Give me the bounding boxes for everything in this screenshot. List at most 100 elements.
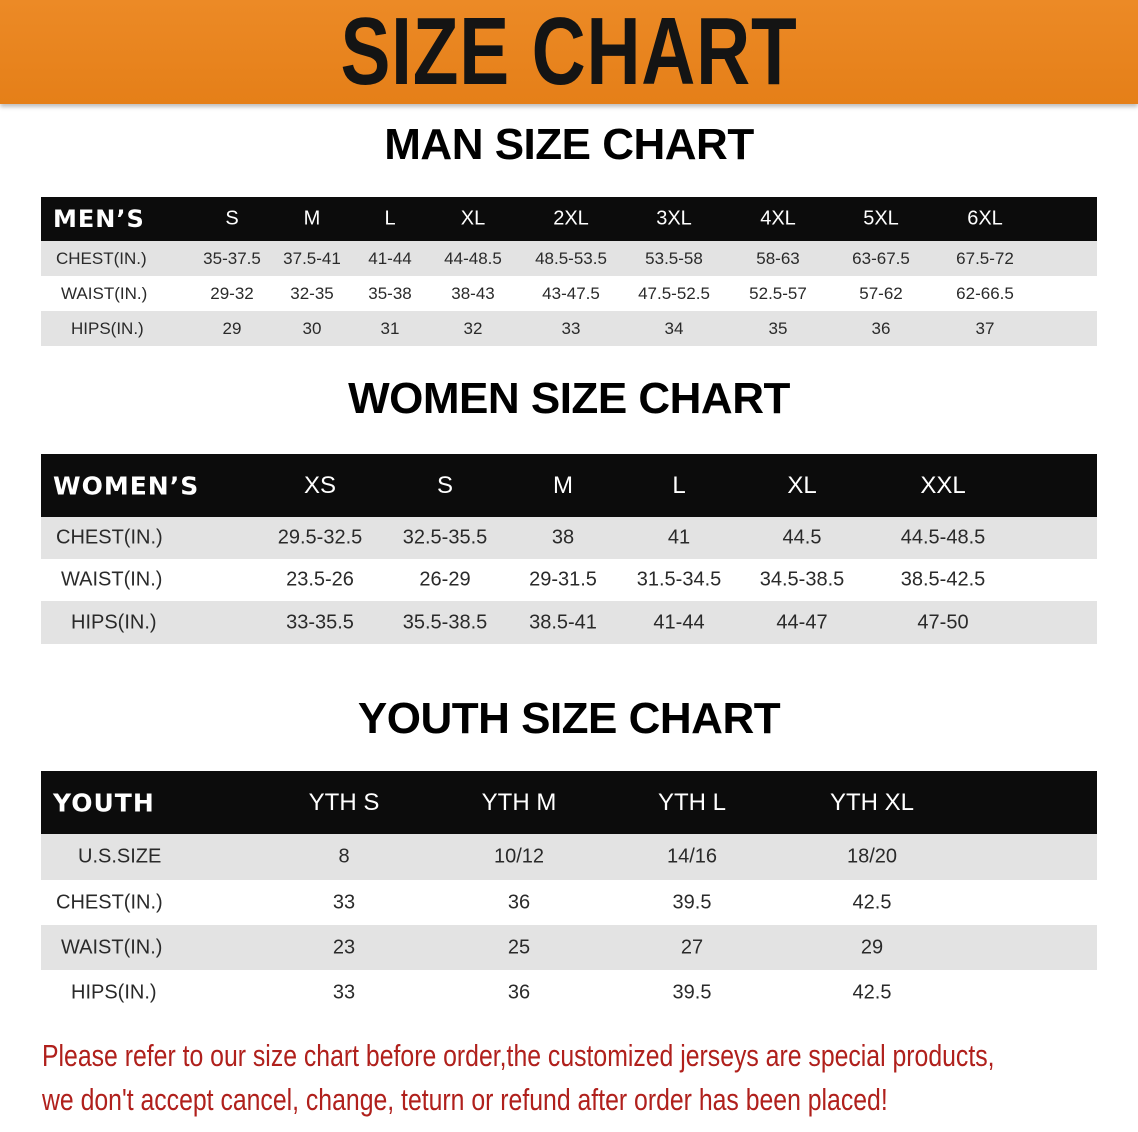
table-cell: 33 — [561, 318, 581, 338]
table-header: YOUTH YTH S YTH M YTH L YTH XL — [41, 771, 1097, 834]
size-header: S — [225, 207, 239, 230]
size-header: XL — [787, 471, 817, 499]
table-cell: 38 — [551, 526, 575, 549]
table-cell: 31.5-34.5 — [636, 568, 722, 591]
table-cell: 32.5-35.5 — [402, 526, 488, 549]
size-header: M — [553, 471, 573, 499]
table-cell: 8 — [338, 845, 350, 868]
table-cell: 29-31.5 — [529, 568, 597, 591]
table-cell: 57-62 — [859, 283, 903, 303]
row-label: HIPS(IN.) — [71, 318, 144, 338]
table-row: HIPS(IN.) 29 30 31 32 33 34 35 36 37 — [41, 311, 1097, 346]
table-cell: 35 — [768, 318, 788, 338]
header-label: MEN’S — [53, 205, 145, 233]
table-cell: 29 — [222, 318, 242, 338]
table-cell: 14/16 — [666, 845, 718, 868]
row-label: U.S.SIZE — [78, 845, 162, 868]
size-header: M — [303, 207, 321, 230]
table-cell: 26-29 — [419, 568, 471, 591]
banner-title: SIZE CHART — [340, 0, 798, 105]
size-header: 3XL — [656, 207, 692, 230]
table-cell: 32 — [463, 318, 483, 338]
size-header: S — [436, 471, 454, 499]
size-header: 4XL — [760, 207, 796, 230]
table-cell: 36 — [507, 981, 531, 1004]
table-cell: 39.5 — [672, 981, 712, 1004]
row-label: HIPS(IN.) — [71, 981, 157, 1004]
table-row: U.S.SIZE 8 10/12 14/16 18/20 — [41, 834, 1097, 880]
size-header: XXL — [920, 471, 966, 499]
table-cell: 34.5-38.5 — [759, 568, 845, 591]
table-cell: 63-67.5 — [852, 248, 910, 268]
table-cell: 32-35 — [290, 283, 334, 303]
table-cell: 52.5-57 — [749, 283, 807, 303]
section-title: MAN SIZE CHART — [384, 120, 754, 169]
table-cell: 41-44 — [653, 611, 705, 633]
row-label: WAIST(IN.) — [61, 936, 163, 958]
table-cell: 47.5-52.5 — [638, 283, 710, 303]
row-label: WAIST(IN.) — [61, 283, 148, 303]
size-header: XS — [303, 471, 337, 499]
table-cell: 29 — [860, 936, 884, 958]
table-cell: 38-43 — [451, 283, 495, 303]
row-label: CHEST(IN.) — [56, 248, 147, 268]
table-row: CHEST(IN.) 33 36 39.5 42.5 — [41, 880, 1097, 925]
table-row: WAIST(IN.) 23 25 27 29 — [41, 925, 1097, 970]
size-header: YTH XL — [829, 788, 915, 816]
row-label: HIPS(IN.) — [71, 611, 157, 633]
size-header: L — [384, 207, 396, 230]
table-row: WAIST(IN.) 23.5-26 26-29 29-31.5 31.5-34.5 34… — [41, 559, 1097, 601]
table-cell: 37.5-41 — [283, 248, 341, 268]
table-cell: 25 — [507, 936, 531, 958]
table-cell: 33-35.5 — [286, 611, 354, 633]
table-cell: 36 — [871, 318, 891, 338]
table-row: CHEST(IN.) 35-37.5 37.5-41 41-44 44-48.5 48.5… — [41, 241, 1097, 276]
notice-line-2: we don't accept cancel, change, teturn o… — [42, 1082, 888, 1117]
table-header: MEN’S S M L XL 2XL 3XL 4XL 5XL 6XL — [41, 197, 1097, 241]
table-cell: 33 — [332, 981, 356, 1004]
row-label: WAIST(IN.) — [61, 568, 163, 591]
table-cell: 44-47 — [776, 611, 828, 633]
size-header: YTH L — [657, 788, 727, 816]
table-cell: 18/20 — [846, 845, 898, 868]
title-banner: SIZE CHART — [0, 0, 1138, 104]
table-cell: 38.5-41 — [529, 611, 597, 633]
table-row: HIPS(IN.) 33 36 39.5 42.5 — [41, 970, 1097, 1016]
table-cell: 67.5-72 — [956, 248, 1014, 268]
section-title: YOUTH SIZE CHART — [357, 694, 781, 743]
size-header: XL — [460, 207, 486, 230]
table-cell: 44.5 — [782, 526, 822, 549]
table-header: WOMEN’S XS S M L XL XXL — [41, 454, 1097, 517]
table-cell: 23.5-26 — [286, 568, 354, 591]
table-cell: 38.5-42.5 — [900, 568, 986, 591]
table-row: HIPS(IN.) 33-35.5 35.5-38.5 38.5-41 41-44 44-… — [41, 601, 1097, 644]
table-cell: 47-50 — [917, 611, 969, 633]
table-cell: 29-32 — [210, 283, 254, 303]
table-cell: 43-47.5 — [542, 283, 600, 303]
table-cell: 62-66.5 — [956, 283, 1014, 303]
table-cell: 35-38 — [368, 283, 412, 303]
table-cell: 35-37.5 — [203, 248, 261, 268]
table-cell: 44-48.5 — [444, 248, 502, 268]
row-label: CHEST(IN.) — [56, 891, 163, 913]
table-cell: 41 — [667, 526, 691, 549]
size-header: 2XL — [553, 207, 589, 230]
table-cell: 48.5-53.5 — [535, 248, 607, 268]
size-header: YTH S — [308, 788, 380, 816]
section-title: WOMEN SIZE CHART — [348, 374, 790, 423]
table-cell: 30 — [302, 318, 322, 338]
table-cell: 39.5 — [672, 891, 712, 913]
table-cell: 27 — [680, 936, 704, 958]
table-cell: 41-44 — [368, 248, 412, 268]
size-header: L — [672, 471, 686, 499]
table-cell: 23 — [332, 936, 356, 958]
notice-line-1: Please refer to our size chart before or… — [42, 1038, 995, 1073]
table-cell: 44.5-48.5 — [900, 526, 986, 549]
size-header: 5XL — [863, 207, 899, 230]
table-cell: 42.5 — [852, 891, 892, 913]
table-cell: 10/12 — [493, 845, 545, 868]
header-label: YOUTH — [53, 788, 155, 817]
table-row: CHEST(IN.) 29.5-32.5 32.5-35.5 38 41 44.5 44.5… — [41, 517, 1097, 559]
table-cell: 37 — [975, 318, 995, 338]
header-label: WOMEN’S — [53, 471, 200, 500]
